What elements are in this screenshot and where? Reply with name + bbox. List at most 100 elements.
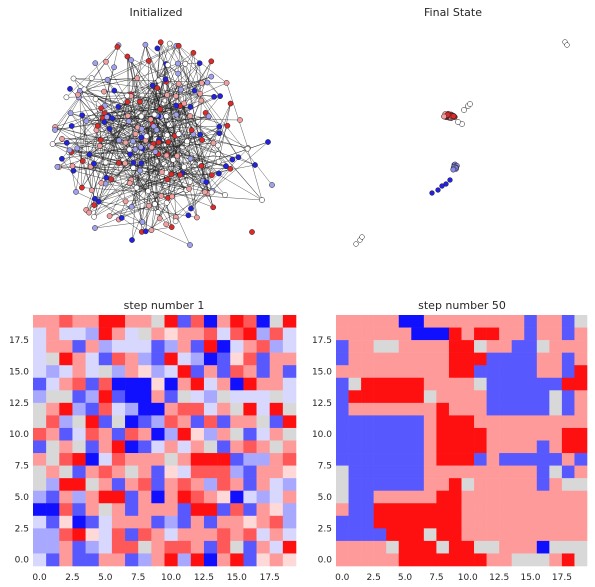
heatmap-cell	[230, 440, 244, 454]
network-node	[138, 134, 145, 141]
heatmap-cell	[164, 415, 178, 429]
heatmap-cell	[398, 478, 412, 491]
heatmap-cell	[33, 440, 47, 454]
heatmap-cell	[423, 415, 437, 429]
heatmap-cell	[151, 315, 165, 328]
network-node	[96, 143, 103, 149]
heatmap-cell	[125, 315, 139, 328]
heatmap-step1: 0.0 2.5 5.0 7.5 10.0 12.5 15.0 17.5 0.0 2.5 5.0 7.5…	[9, 315, 297, 583]
heatmap-cell	[361, 315, 374, 328]
heatmap-cell	[423, 453, 437, 466]
heatmap-cell	[164, 390, 178, 404]
heatmap-cell	[243, 377, 257, 391]
heatmap-cell	[138, 327, 152, 341]
heatmap-cell	[448, 315, 462, 328]
heatmap-cell	[549, 553, 563, 567]
heatmap-cell	[72, 327, 86, 341]
network-node	[164, 62, 171, 68]
network-edge	[178, 45, 227, 84]
heatmap-cell	[164, 478, 178, 491]
network-node	[86, 209, 92, 216]
heatmap-cell	[348, 540, 362, 554]
network-node	[111, 87, 118, 94]
heatmap-cell	[336, 365, 349, 379]
network-node	[224, 122, 231, 129]
network-node	[133, 184, 140, 191]
heatmap-cell	[348, 427, 362, 441]
heatmap-cell	[243, 402, 257, 416]
white-pair-top-right	[562, 39, 570, 48]
heatmap-cell	[59, 315, 73, 328]
heatmap-cell	[203, 327, 218, 341]
heatmap-cell	[373, 528, 387, 542]
heatmap-cell	[536, 528, 550, 542]
heatmap-cell	[282, 453, 297, 466]
heatmap-cell	[386, 528, 400, 542]
heatmap-cell	[436, 540, 450, 554]
heatmap-cell	[59, 490, 73, 504]
heatmap-cell	[486, 478, 500, 491]
heatmap-cell	[361, 465, 374, 479]
heatmap-cell	[203, 377, 218, 391]
heatmap-cell	[256, 490, 270, 504]
network-node	[163, 199, 170, 206]
heatmap-cell	[46, 553, 60, 567]
heatmap-cell	[59, 352, 73, 366]
network-node	[149, 82, 156, 89]
network-edge	[66, 45, 119, 98]
network-node	[95, 198, 102, 205]
network-node	[115, 103, 122, 110]
heatmap-cell	[98, 465, 113, 479]
heatmap-cell	[217, 340, 231, 353]
heatmap-cell	[177, 503, 192, 517]
heatmap-cell	[85, 377, 100, 391]
heatmap-cell	[111, 352, 126, 366]
heatmap-cell	[111, 390, 126, 404]
heatmap-cell	[203, 352, 218, 366]
network-node	[163, 221, 170, 228]
heatmap-cell	[474, 503, 487, 517]
heatmap-cell	[474, 390, 487, 404]
heatmap-cell	[125, 327, 139, 341]
heatmap-cell	[361, 553, 374, 567]
heatmap-cell	[373, 490, 387, 504]
network-edge	[185, 63, 207, 183]
network-edge	[129, 83, 179, 184]
heatmap-cell	[282, 402, 297, 416]
heatmap-cell	[549, 365, 563, 379]
heatmap-cell	[561, 515, 575, 529]
network-edge	[147, 60, 149, 192]
network-node	[201, 189, 208, 196]
heatmap-cell	[98, 453, 113, 466]
heatmap-cell	[536, 390, 550, 404]
heatmap-cell	[33, 465, 47, 479]
heatmap-cell	[486, 402, 500, 416]
heatmap-cell	[461, 453, 475, 466]
network-node	[103, 58, 109, 65]
heatmap-cell	[536, 315, 550, 328]
heatmap-cell	[243, 465, 257, 479]
network-node	[106, 126, 113, 132]
heatmap-cell	[282, 440, 297, 454]
heatmap-step1-title: step number 1	[124, 299, 205, 312]
heatmap-cell	[125, 352, 139, 366]
heatmap-cell	[423, 553, 437, 567]
heatmap-cell	[386, 478, 400, 491]
network-edge	[171, 196, 189, 216]
heatmap-cell	[269, 515, 284, 529]
heatmap-cell	[85, 352, 100, 366]
heatmap-cell	[486, 365, 500, 379]
heatmap-cell	[282, 427, 297, 441]
heatmap-cell	[398, 553, 412, 567]
heatmap-cell	[282, 415, 297, 429]
network-node	[450, 113, 457, 120]
heatmap-cell	[151, 377, 165, 391]
heatmap-cell	[33, 490, 47, 504]
heatmap-cell	[511, 553, 525, 567]
network-initial	[49, 39, 275, 248]
network-edge	[98, 126, 220, 202]
network-node	[187, 242, 193, 248]
network-node	[169, 193, 175, 200]
heatmap-cell	[85, 453, 100, 466]
heatmap-cell	[461, 490, 475, 504]
